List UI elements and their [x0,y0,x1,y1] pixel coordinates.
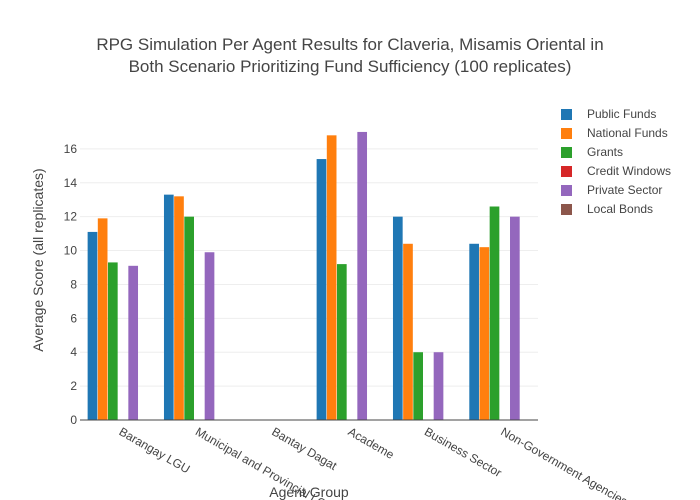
bar-public-funds [392,216,403,420]
legend-label: Private Sector [587,183,663,197]
legend-label: National Funds [587,126,668,140]
bar-private-sector [128,265,139,420]
y-tick-label: 10 [64,244,78,258]
y-tick-label: 8 [70,277,77,291]
bar-private-sector [510,216,520,420]
y-axis-title: Average Score (all replicates) [30,168,46,352]
chart-title-line-2: Both Scenario Prioritizing Fund Sufficie… [128,57,572,76]
x-axis-title: Agent Group [269,484,349,500]
bar-national-funds [403,243,413,420]
bar-grants [107,262,118,420]
legend-label: Local Bonds [587,202,654,216]
x-tick-label: Bantay Dagat [269,424,340,473]
y-tick-label: 12 [64,210,78,224]
y-tick-label: 14 [64,176,78,190]
bar-private-sector [204,252,215,420]
y-tick-labels: 0 2 4 6 8 10 12 14 16 [64,142,78,427]
legend-swatch [561,109,572,120]
x-tick-label: Barangay LGU [117,424,193,476]
bar-public-funds [163,194,174,420]
bar-national-funds [479,247,490,420]
bar-private-sector [357,131,368,420]
x-tick-label: Business Sector [422,424,504,479]
gridlines [80,148,538,387]
legend-label: Public Funds [587,107,657,121]
y-tick-label: 2 [70,379,77,393]
y-tick-label: 6 [70,311,77,325]
bar-national-funds [174,196,184,420]
bar-grants [413,352,423,420]
legend-label: Credit Windows [587,164,672,178]
bar-grants [489,206,500,420]
bar-public-funds [469,243,479,420]
y-tick-label: 0 [70,413,77,427]
bar-public-funds [316,159,327,420]
legend-swatch [561,166,572,177]
x-tick-label: Academe [346,424,397,462]
bar-private-sector [433,352,444,420]
chart-title-line-1: RPG Simulation Per Agent Results for Cla… [96,35,604,54]
legend-swatch [561,128,572,139]
bar-national-funds [326,135,337,420]
bar-national-funds [97,218,108,420]
legend-swatch [561,185,572,196]
bar-grants [184,216,194,420]
legend-label: Grants [587,145,624,159]
y-tick-label: 16 [64,142,78,156]
legend-swatch [561,204,572,215]
bars [87,131,520,420]
legend-swatch [561,147,572,158]
bar-public-funds [87,231,98,420]
bar-grants [336,264,347,420]
y-tick-label: 4 [70,345,77,359]
